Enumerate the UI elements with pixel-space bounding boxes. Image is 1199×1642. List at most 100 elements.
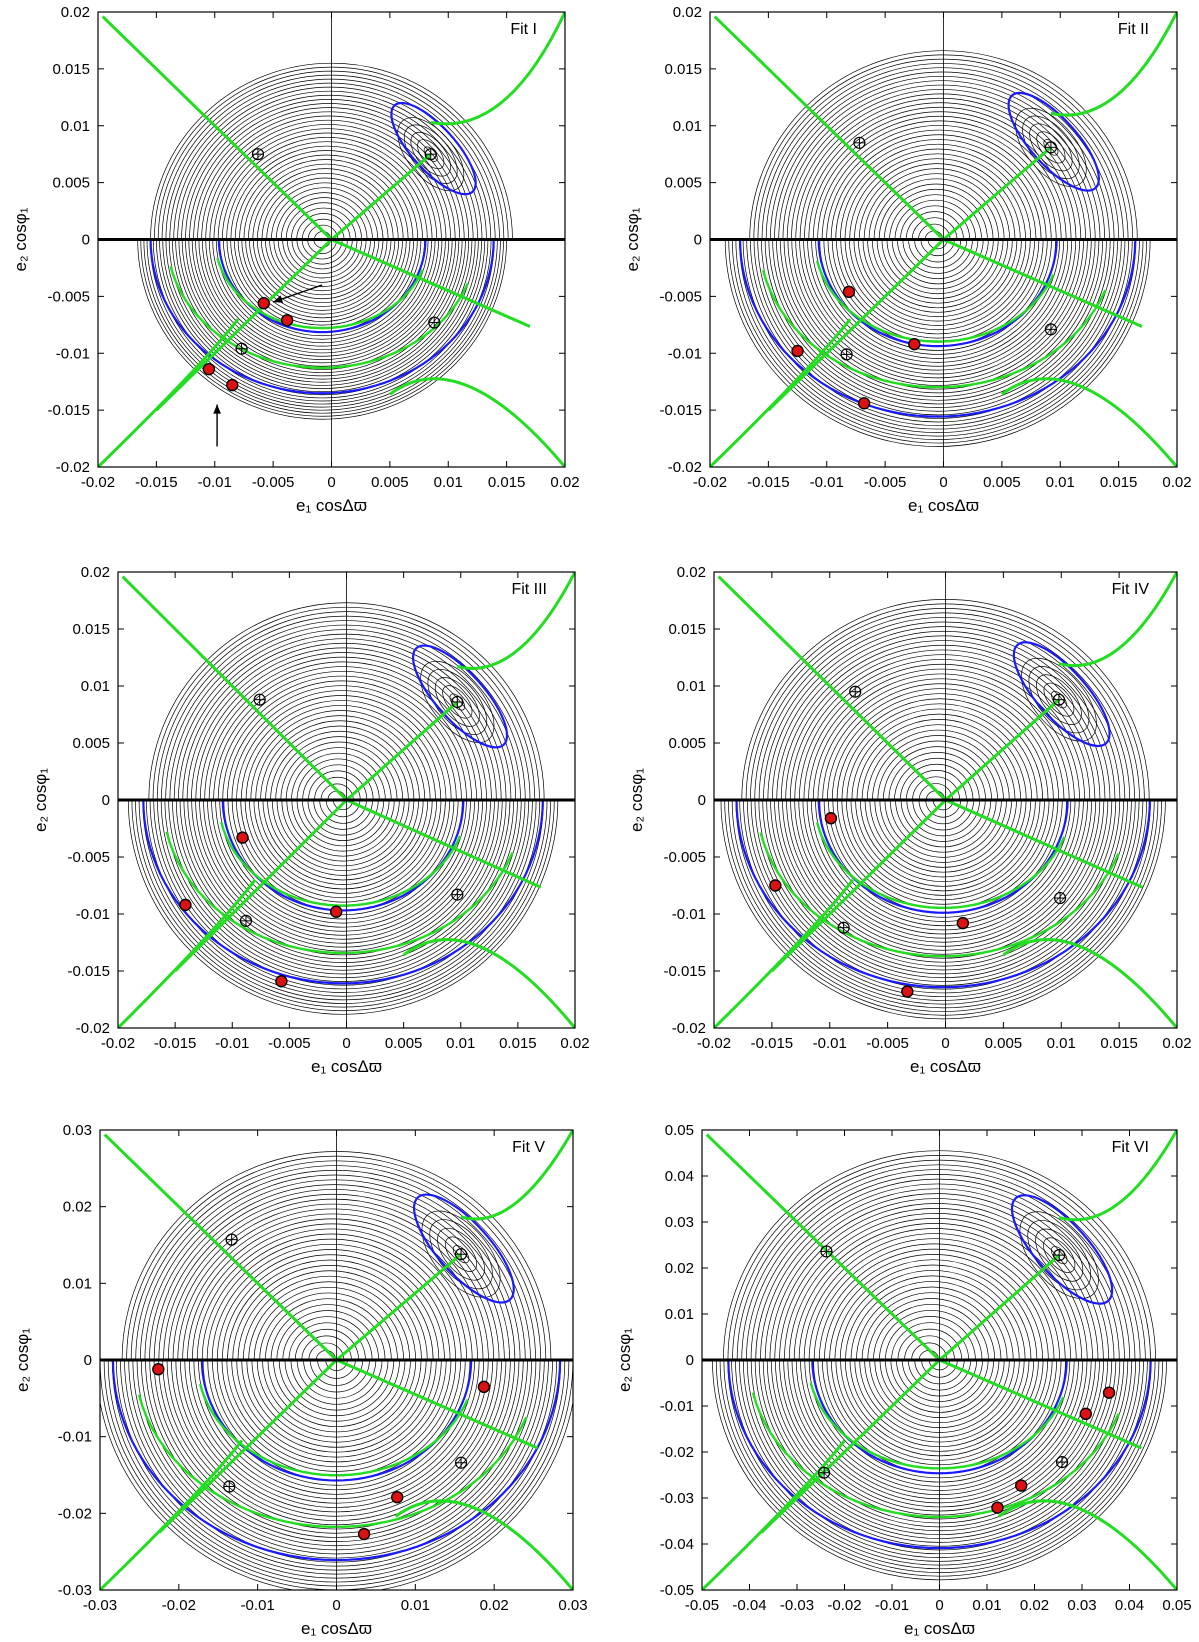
contour-line xyxy=(282,1316,373,1360)
contour-line xyxy=(156,611,536,800)
contour-line xyxy=(835,139,1042,240)
contour-line xyxy=(883,188,988,240)
contour-line xyxy=(761,63,1124,240)
hyperbolic-point-marker xyxy=(235,342,248,355)
contour-line xyxy=(778,800,1109,963)
green-curve xyxy=(430,12,565,126)
contour-line xyxy=(810,800,1076,931)
contour-line xyxy=(823,800,1063,918)
x-tick-label: -0.005 xyxy=(866,1035,909,1052)
green-diagonal xyxy=(938,1358,1142,1450)
contour-line xyxy=(787,239,1088,386)
contour-line xyxy=(159,239,486,399)
contour-line xyxy=(724,800,1162,1016)
y-tick-label: 0 xyxy=(82,232,90,249)
red-point-marker xyxy=(908,337,921,351)
contour-line xyxy=(849,239,1027,326)
hyperbolic-point-marker xyxy=(451,888,464,901)
y-tick-label: 0.005 xyxy=(52,175,90,192)
contour-line xyxy=(728,800,1159,1012)
contour-line xyxy=(205,119,451,240)
contour-line xyxy=(233,239,411,326)
y-tick-label: -0.005 xyxy=(67,849,110,866)
contour-line xyxy=(884,800,1002,858)
x-tick-label: -0.01 xyxy=(810,474,844,491)
contour-line xyxy=(774,1203,1099,1360)
green-arc xyxy=(815,822,1066,910)
x-tick-label: 0 xyxy=(332,1597,340,1614)
contour-line xyxy=(741,1169,1136,1360)
contour-line xyxy=(888,752,986,800)
green-diagonal xyxy=(938,1253,1061,1362)
green-diagonal xyxy=(335,1253,463,1362)
separatrix-arc xyxy=(221,800,465,912)
contour-line xyxy=(196,1228,468,1360)
contour-line xyxy=(215,800,471,928)
x-tick-label: -0.05 xyxy=(685,1597,719,1614)
green-curve xyxy=(456,572,575,670)
y-tick-label: -0.02 xyxy=(56,459,90,476)
contour-line xyxy=(799,102,1082,240)
y-tick-label: 0 xyxy=(686,1352,694,1369)
contour-line xyxy=(904,1335,955,1360)
contour-line xyxy=(195,800,491,948)
panel-6: -0.05 -0.04 -0.03 -0.02 -0.01 0 0.01 0.02 0.03 0.… xyxy=(615,1122,1192,1638)
y-tick-label: -0.015 xyxy=(659,402,702,419)
contour-line xyxy=(774,76,1110,240)
y-tick-label: -0.04 xyxy=(660,1536,694,1553)
green-arc xyxy=(751,1392,1120,1519)
contour-line xyxy=(735,800,1151,1005)
contour-line xyxy=(185,99,474,240)
separatrix-island xyxy=(1010,1194,1114,1305)
x-tick-label: 0.01 xyxy=(1046,474,1075,491)
red-point-marker xyxy=(901,985,914,998)
contour-line xyxy=(776,239,1100,397)
contour-line xyxy=(817,120,1062,240)
contour-line xyxy=(811,239,1065,363)
green-curve xyxy=(710,318,852,467)
contour-line xyxy=(172,239,473,386)
contour-line xyxy=(900,800,986,842)
contour-line xyxy=(191,647,497,800)
contour-line xyxy=(782,84,1101,240)
contour-line xyxy=(248,163,404,240)
contour-line xyxy=(209,124,447,240)
y-tick-label: -0.01 xyxy=(668,345,702,362)
contour-line xyxy=(791,239,1084,382)
contour-line xyxy=(205,239,439,354)
contour-line xyxy=(239,154,414,240)
contour-line xyxy=(172,1203,495,1360)
green-arc xyxy=(759,832,1120,958)
contour-line xyxy=(905,211,964,240)
contour-line xyxy=(276,800,410,867)
green-diagonal xyxy=(121,575,348,802)
contour-line xyxy=(156,239,489,402)
contour-line xyxy=(175,239,470,383)
contour-line xyxy=(732,1159,1146,1360)
x-tick-label: 0.01 xyxy=(401,1597,430,1614)
contour-line xyxy=(724,239,1151,447)
contour-line xyxy=(889,800,997,853)
x-axis-label: e₁ cosΔϖ xyxy=(301,1619,372,1637)
contour-line xyxy=(245,239,400,315)
contour-line xyxy=(301,239,343,260)
green-curve xyxy=(1002,938,1177,1028)
green-curve xyxy=(714,878,855,1028)
contour-line xyxy=(172,800,515,971)
contour-line xyxy=(889,194,982,240)
y-tick-label: -0.005 xyxy=(47,288,90,305)
x-tick-label: 0 xyxy=(939,474,947,491)
arrow-head xyxy=(213,404,221,414)
contour-line xyxy=(223,800,463,920)
contour-line xyxy=(179,800,507,963)
x-tick-label: 0 xyxy=(327,474,335,491)
x-tick-label: -0.03 xyxy=(780,1597,814,1614)
panel-title: Fit IV xyxy=(1112,581,1150,598)
red-point-marker xyxy=(357,1527,371,1541)
x-tick-label: 0 xyxy=(941,1035,949,1052)
contour-line xyxy=(187,1218,478,1360)
contour-line xyxy=(766,800,1121,975)
hyperbolic-point-marker xyxy=(837,921,850,934)
contour-line xyxy=(783,239,1092,390)
